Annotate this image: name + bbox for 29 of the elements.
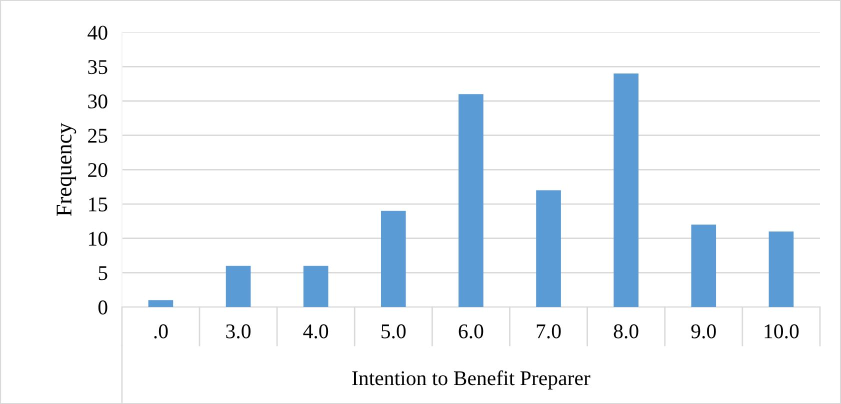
y-tick-label: 40 xyxy=(88,26,108,40)
y-axis-title: Frequency xyxy=(56,122,76,216)
x-tick-label: 9.0 xyxy=(691,324,716,338)
bar xyxy=(536,190,561,308)
bar xyxy=(691,224,716,308)
x-tick-label: 3.0 xyxy=(226,324,251,338)
bar xyxy=(148,300,174,308)
bar xyxy=(614,74,638,308)
y-tick-label: 20 xyxy=(88,163,108,178)
x-tick-label: .0 xyxy=(154,324,168,338)
y-tick-label: 0 xyxy=(98,300,108,314)
bar xyxy=(380,210,406,308)
y-tick-label: 25 xyxy=(88,128,108,143)
bar xyxy=(458,94,484,308)
bar xyxy=(303,266,328,308)
x-tick-label: 5.0 xyxy=(382,324,406,338)
x-tick-label: 4.0 xyxy=(303,324,328,338)
y-tick-label: 30 xyxy=(88,94,108,108)
y-tick-label: 5 xyxy=(98,266,108,280)
y-tick-label: 10 xyxy=(89,232,108,246)
bar xyxy=(768,231,794,308)
x-tick-label: 6.0 xyxy=(458,324,484,338)
x-tick-label: 8.0 xyxy=(614,324,638,338)
x-axis-title: Intention to Benefit Preparer xyxy=(352,370,590,390)
bar xyxy=(226,266,251,308)
x-tick-label: 10.0 xyxy=(764,324,799,338)
y-tick-label: 15 xyxy=(89,197,108,212)
x-tick-label: 7.0 xyxy=(536,324,561,338)
y-tick-label: 35 xyxy=(88,60,108,74)
